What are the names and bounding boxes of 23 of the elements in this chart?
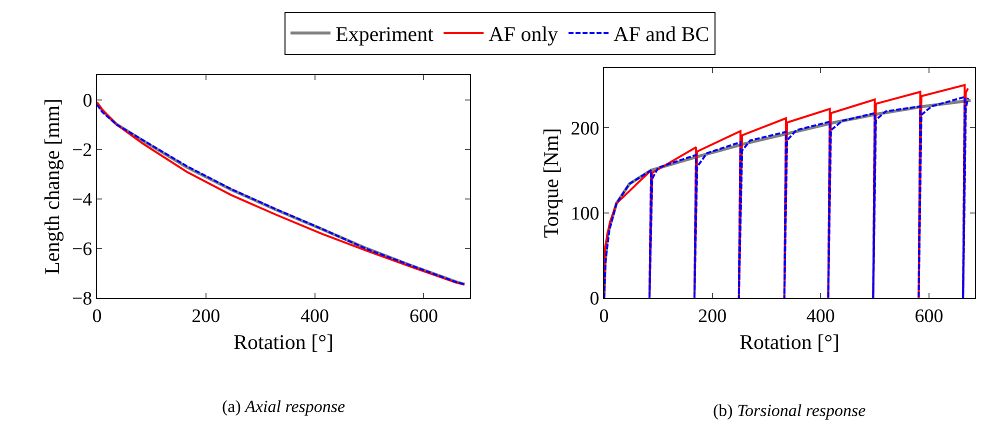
text: (a) Axial response (222, 397, 346, 416)
legend-label: Experiment (336, 22, 434, 46)
y-tick-label: 100 (570, 203, 600, 224)
x-axis-title: Rotation [°] (234, 330, 334, 354)
x-tick-label: 200 (698, 306, 727, 327)
y-tick-label: 0 (82, 90, 92, 112)
y-tick-label: −8 (72, 288, 92, 310)
legend-label: AF only (488, 22, 559, 46)
y-tick-label: −4 (72, 190, 93, 211)
y-axis-title: Torque [Nm] (538, 128, 563, 238)
x-tick-label: 400 (300, 306, 330, 327)
y-tick-label: −6 (72, 239, 92, 260)
x-tick-label: 200 (192, 306, 220, 327)
legend-label: AF and BC (614, 22, 710, 46)
x-tick-label: 400 (806, 306, 835, 327)
y-tick-label: 0 (590, 288, 600, 310)
y-axis-title: Length change [mm] (40, 98, 64, 275)
x-axis-title: Rotation [°] (740, 330, 840, 354)
text: (b) Torsional response (713, 401, 866, 420)
y-tick-label: 200 (570, 118, 600, 140)
x-tick-label: 600 (409, 306, 438, 327)
x-tick-label: 600 (914, 306, 944, 327)
y-tick-label: −2 (72, 140, 92, 161)
